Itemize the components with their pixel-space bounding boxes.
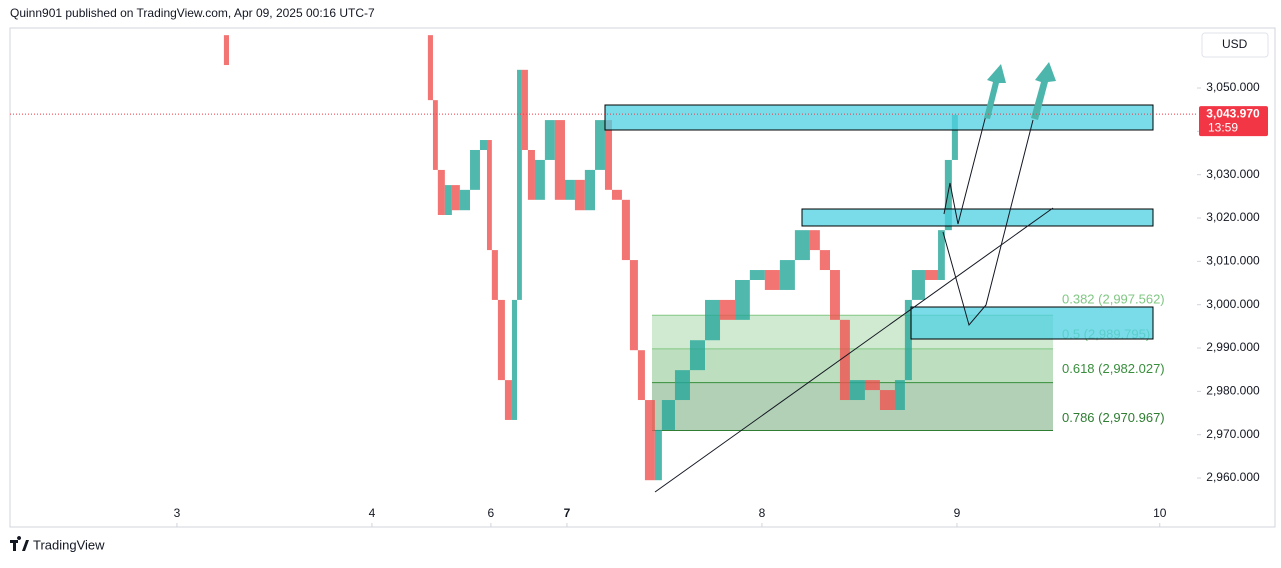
candle (444, 185, 452, 215)
candle (879, 390, 895, 410)
path-drawing (943, 114, 987, 225)
candle (504, 380, 512, 420)
candle (621, 199, 630, 261)
currency[interactable]: USD (1222, 37, 1248, 51)
candle (894, 380, 905, 410)
candle (629, 260, 638, 351)
y-tick-label: 3,020.000 (1206, 210, 1260, 224)
candle (554, 120, 565, 200)
arrow (984, 64, 1006, 119)
y-tick-label: 2,990.000 (1206, 340, 1260, 354)
path-drawing (942, 119, 1034, 327)
candle (904, 299, 912, 381)
candle (486, 140, 492, 251)
fib-label: 0.618 (2,982.027) (1062, 361, 1165, 376)
fib-band (652, 348, 1053, 383)
candle (527, 149, 535, 200)
arrow (1031, 62, 1056, 120)
x-tick-label: 9 (954, 506, 961, 520)
candle (595, 120, 605, 170)
candle (654, 429, 662, 481)
candle (437, 169, 445, 215)
countdown: 13:59 (1208, 120, 1238, 134)
y-tick-label: 2,980.000 (1206, 384, 1260, 398)
zone-box (910, 306, 1154, 340)
candle (689, 340, 706, 371)
brand: TradingView (10, 536, 105, 552)
candle (661, 400, 675, 430)
candle (794, 230, 810, 261)
candle (924, 270, 939, 280)
candle (735, 279, 750, 320)
candle (839, 319, 850, 401)
last-price-label: 3,043.970 (1206, 106, 1260, 120)
candle (459, 189, 471, 211)
candle (470, 149, 480, 190)
candle (564, 179, 575, 200)
brand-logo (10, 536, 29, 551)
candle (479, 140, 487, 150)
y-tick-label: 3,010.000 (1206, 254, 1260, 268)
y-tick-label: 3,030.000 (1206, 167, 1260, 181)
brand-name: TradingView (33, 537, 105, 552)
x-tick-label: 8 (759, 506, 766, 520)
candle (951, 114, 958, 160)
y-tick-label: 2,960.000 (1206, 470, 1260, 484)
x-tick-label: 7 (564, 506, 571, 520)
candle (521, 69, 528, 150)
candle (849, 380, 865, 401)
y-tick-label: 3,000.000 (1206, 297, 1260, 311)
fib-label: 0.786 (2,970.967) (1062, 410, 1165, 425)
x-tick-label: 10 (1153, 506, 1167, 520)
candle (938, 230, 945, 280)
candle (491, 250, 498, 300)
candle (779, 260, 795, 290)
candle (517, 69, 522, 300)
y-tick-label: 2,970.000 (1206, 427, 1260, 441)
candle (819, 250, 830, 271)
x-tick-label: 6 (488, 506, 495, 520)
candle (611, 189, 622, 200)
x-tick-label: 3 (174, 506, 181, 520)
candle (511, 299, 518, 420)
candle (864, 380, 880, 391)
byline: Quinn901 published on TradingView.com, A… (10, 6, 375, 20)
candle (497, 299, 505, 381)
candle (637, 350, 645, 401)
candle (544, 120, 555, 160)
candle (534, 159, 545, 200)
chart-frame (9, 27, 1276, 528)
candle (451, 185, 460, 211)
candle (674, 370, 690, 401)
last-price-tag (1199, 106, 1268, 137)
candle (644, 400, 655, 481)
candle (809, 230, 820, 251)
candle (432, 100, 438, 170)
zone-box (801, 208, 1154, 227)
candle (829, 270, 840, 320)
candle (584, 169, 596, 211)
fib-label: 0.382 (2,997.562) (1062, 292, 1165, 307)
axes: 2,960.000 2,970.000 2,980.000 2,990.000 3,00… (10, 80, 1268, 527)
zone-box (604, 104, 1154, 131)
candle (223, 35, 229, 66)
candle (911, 270, 925, 300)
candle (574, 179, 585, 211)
candle (944, 159, 952, 231)
currency-button[interactable] (1201, 32, 1269, 58)
x-tick-label: 4 (369, 506, 376, 520)
trend-line (654, 207, 1054, 493)
candle (427, 35, 433, 101)
candle (720, 299, 736, 320)
candle (749, 270, 765, 280)
y-tick-label: 3,050.000 (1206, 80, 1260, 94)
candle (764, 270, 780, 290)
candle (705, 299, 721, 341)
candles (223, 35, 958, 481)
candle (604, 120, 612, 190)
